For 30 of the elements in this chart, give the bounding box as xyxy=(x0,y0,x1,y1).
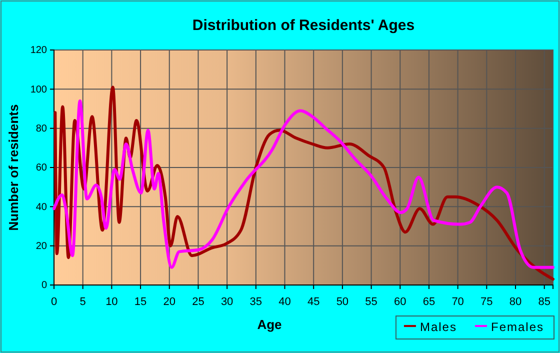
x-tick-label: 25 xyxy=(192,296,204,308)
x-tick-label: 5 xyxy=(80,296,86,308)
x-tick-label: 0 xyxy=(50,296,58,308)
x-tick-label: 10 xyxy=(106,296,118,308)
x-tick-label: 50 xyxy=(336,296,349,308)
x-tick-label: 65 xyxy=(422,296,436,308)
chart-title: Distribution of Residents' Ages xyxy=(192,17,415,34)
x-tick-label: 20 xyxy=(163,296,176,308)
y-tick-label: 60 xyxy=(36,162,48,174)
x-tick-label: 60 xyxy=(394,296,406,308)
x-tick-label: 55 xyxy=(365,296,378,308)
legend-label: Males xyxy=(420,320,457,334)
x-axis-title: Age xyxy=(257,317,282,332)
x-tick-label: 30 xyxy=(220,296,234,308)
x-tick-label: 70 xyxy=(452,296,464,308)
x-tick-label: 85 xyxy=(538,296,550,308)
y-tick-label: 20 xyxy=(36,241,48,252)
x-tick-label: 35 xyxy=(250,296,262,308)
y-tick-label: 40 xyxy=(36,202,48,213)
y-tick-label: 100 xyxy=(30,84,48,96)
x-tick-label: 15 xyxy=(134,296,147,308)
x-tick-label: 80 xyxy=(509,296,522,308)
x-tick-label: 40 xyxy=(278,296,291,308)
y-tick-label: 80 xyxy=(36,124,48,135)
x-tick-label: 75 xyxy=(480,296,493,308)
y-axis-title: Number of residents xyxy=(6,104,21,231)
x-tick-label: 45 xyxy=(307,296,320,308)
y-tick-label: 120 xyxy=(30,45,48,56)
y-tick-label: 0 xyxy=(41,280,48,292)
legend-label: Females xyxy=(490,320,544,334)
